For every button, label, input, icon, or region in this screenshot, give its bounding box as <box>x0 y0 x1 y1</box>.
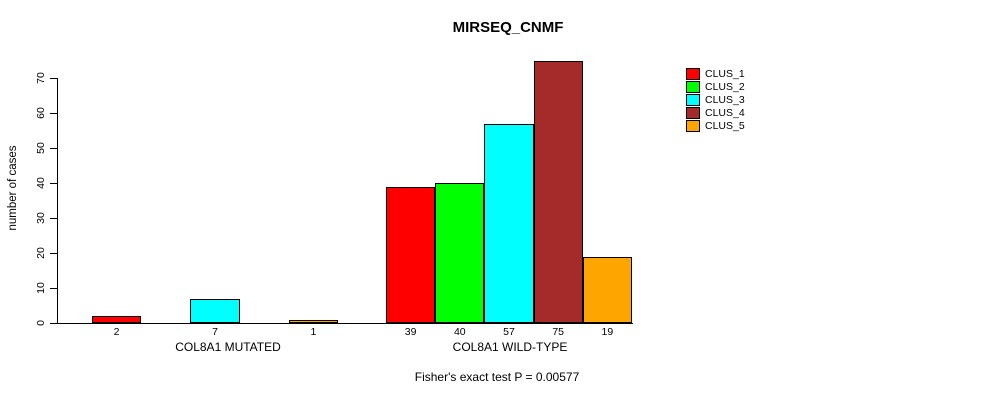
y-tick-label: 20 <box>35 247 47 259</box>
bar-value-label: 19 <box>601 326 614 338</box>
bar-clus_1-wildtype <box>386 186 436 323</box>
bar-value-label: 39 <box>404 326 417 338</box>
y-tick-label: 0 <box>35 320 47 326</box>
bar-clus_4-wildtype <box>533 60 583 323</box>
legend-swatch <box>686 80 700 93</box>
legend-swatch <box>686 120 700 133</box>
legend-swatch <box>686 67 700 80</box>
x-axis-line <box>57 323 633 324</box>
bar-clus_2-wildtype <box>435 183 485 323</box>
y-tick-mark <box>50 218 57 219</box>
y-tick-mark <box>50 183 57 184</box>
bar-value-label: 1 <box>310 326 317 338</box>
legend-item: CLUS_1 <box>686 67 745 80</box>
legend: CLUS_1 CLUS_2 CLUS_3 CLUS_4 CLUS_5 <box>686 67 745 133</box>
legend-item: CLUS_3 <box>686 93 745 106</box>
legend-label: CLUS_1 <box>705 67 745 80</box>
y-tick-label: 30 <box>35 212 47 224</box>
legend-item: CLUS_2 <box>686 80 745 93</box>
bar-value-label: 2 <box>113 326 120 338</box>
chart-title: MIRSEQ_CNMF <box>452 19 564 36</box>
y-axis-line <box>57 78 58 324</box>
y-tick-label: 60 <box>35 107 47 119</box>
legend-swatch <box>686 107 700 120</box>
y-tick-label: 10 <box>35 282 47 294</box>
legend-item: CLUS_5 <box>686 120 745 133</box>
legend-label: CLUS_5 <box>705 120 745 133</box>
y-axis-label: number of cases <box>7 145 19 231</box>
bar-value-label: 7 <box>212 326 218 338</box>
legend-item: CLUS_4 <box>686 107 745 120</box>
bar-clus_5-mutated <box>288 319 338 323</box>
y-tick-mark <box>50 113 57 114</box>
annotation-text: Fisher's exact test P = 0.00577 <box>414 370 580 384</box>
y-tick-mark <box>50 253 57 254</box>
category-label-mutated: COL8A1 MUTATED <box>175 340 281 354</box>
y-tick-mark <box>50 78 57 79</box>
legend-label: CLUS_4 <box>705 107 745 120</box>
bar-value-label: 57 <box>503 326 515 338</box>
category-label-wildtype: COL8A1 WILD-TYPE <box>452 340 568 354</box>
y-tick-mark <box>50 288 57 289</box>
y-tick-mark <box>50 148 57 149</box>
bar-value-label: 40 <box>453 326 466 338</box>
y-tick-mark <box>50 323 57 324</box>
legend-label: CLUS_3 <box>705 93 745 106</box>
legend-swatch <box>686 93 700 106</box>
y-tick-label: 50 <box>35 142 47 154</box>
bar-value-label: 75 <box>552 326 565 338</box>
bar-clus_5-wildtype <box>582 256 632 323</box>
y-tick-label: 40 <box>35 177 47 189</box>
y-tick-label: 70 <box>35 72 47 84</box>
bar-clus_3-wildtype <box>484 123 534 323</box>
bar-clus_3-mutated <box>190 298 240 323</box>
legend-label: CLUS_2 <box>705 80 745 93</box>
bar-clus_1-mutated <box>92 316 142 323</box>
